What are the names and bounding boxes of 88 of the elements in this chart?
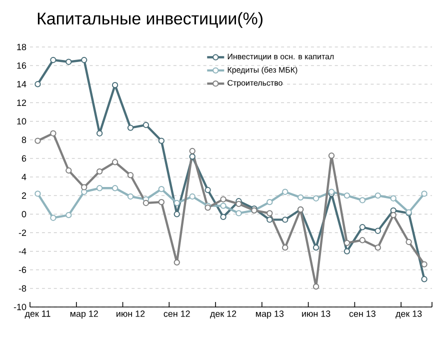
point [50, 130, 56, 136]
point [96, 130, 103, 136]
point [50, 56, 56, 64]
point [66, 58, 72, 65]
y-tick-label: 4 [22, 174, 26, 180]
y-tick-label: -6 [18, 266, 26, 274]
x-tick-label: июн 12 [116, 310, 145, 317]
point [312, 195, 320, 202]
x-tick-label: мар 12 [70, 310, 98, 319]
point [374, 192, 381, 199]
point [158, 186, 165, 192]
y-tick-label: -4 [18, 248, 26, 254]
point [174, 211, 180, 218]
y-tick-label: 18 [17, 44, 26, 50]
point [359, 237, 366, 244]
y-tick-label: 2 [22, 192, 26, 199]
y-tick-label: 16 [17, 62, 26, 69]
x-tick-label: сен 12 [164, 310, 190, 317]
point [344, 192, 350, 199]
point [344, 248, 350, 254]
point [421, 190, 428, 197]
point [220, 214, 226, 220]
point [127, 124, 134, 131]
point [204, 186, 211, 194]
point [421, 276, 428, 282]
point [112, 159, 118, 166]
point [236, 200, 242, 208]
point [266, 198, 273, 206]
point [189, 153, 196, 160]
y-tick-label: 6 [22, 155, 26, 162]
y-tick-label: 14 [17, 81, 26, 88]
point [406, 238, 412, 246]
y-tick-label: -8 [18, 285, 26, 292]
point [390, 195, 396, 202]
point [189, 148, 196, 154]
y-tick-label: 8 [22, 136, 26, 144]
x-tick-label: сен 13 [349, 310, 376, 317]
point [142, 200, 150, 206]
point [220, 196, 226, 202]
x-tick-label: дек 11 [24, 310, 50, 318]
point [158, 198, 165, 206]
point [344, 240, 350, 246]
point [359, 224, 366, 230]
point [34, 81, 41, 88]
point [127, 172, 134, 178]
point [81, 56, 88, 64]
point [312, 244, 320, 251]
point [81, 184, 88, 190]
chart-title: Капитальные инвестиции(%) [38, 12, 262, 28]
point [96, 168, 103, 175]
point [297, 194, 304, 201]
point [421, 261, 428, 268]
point [112, 185, 118, 192]
point [158, 138, 165, 144]
point [374, 228, 381, 234]
point [112, 82, 118, 88]
point [66, 212, 72, 218]
point [236, 210, 242, 216]
point [282, 188, 288, 195]
y-tick-label: 10 [17, 118, 26, 124]
point [266, 210, 273, 216]
point [282, 244, 288, 251]
y-tick-label: 0 [22, 210, 26, 218]
point [312, 283, 320, 290]
point [66, 167, 72, 174]
x-tick-label: дек 13 [396, 310, 422, 319]
y-tick-label: -2 [18, 230, 26, 236]
x-tick-label: дек 12 [210, 310, 236, 319]
point [359, 197, 366, 204]
point [328, 152, 335, 159]
x-tick-label: мар 13 [256, 310, 284, 319]
x-tick-label: июн 13 [302, 310, 330, 317]
point [390, 212, 396, 218]
point [189, 193, 196, 200]
point [127, 193, 134, 200]
point [142, 122, 150, 128]
y-tick-label: 12 [17, 100, 26, 106]
point [282, 216, 288, 223]
point [174, 259, 180, 266]
y-tick-label: -10 [14, 304, 26, 310]
point [34, 190, 41, 197]
point [266, 216, 273, 223]
point [220, 202, 226, 209]
point [34, 138, 41, 144]
point [96, 185, 103, 192]
point [374, 244, 381, 251]
point [50, 214, 56, 221]
point [174, 200, 180, 206]
